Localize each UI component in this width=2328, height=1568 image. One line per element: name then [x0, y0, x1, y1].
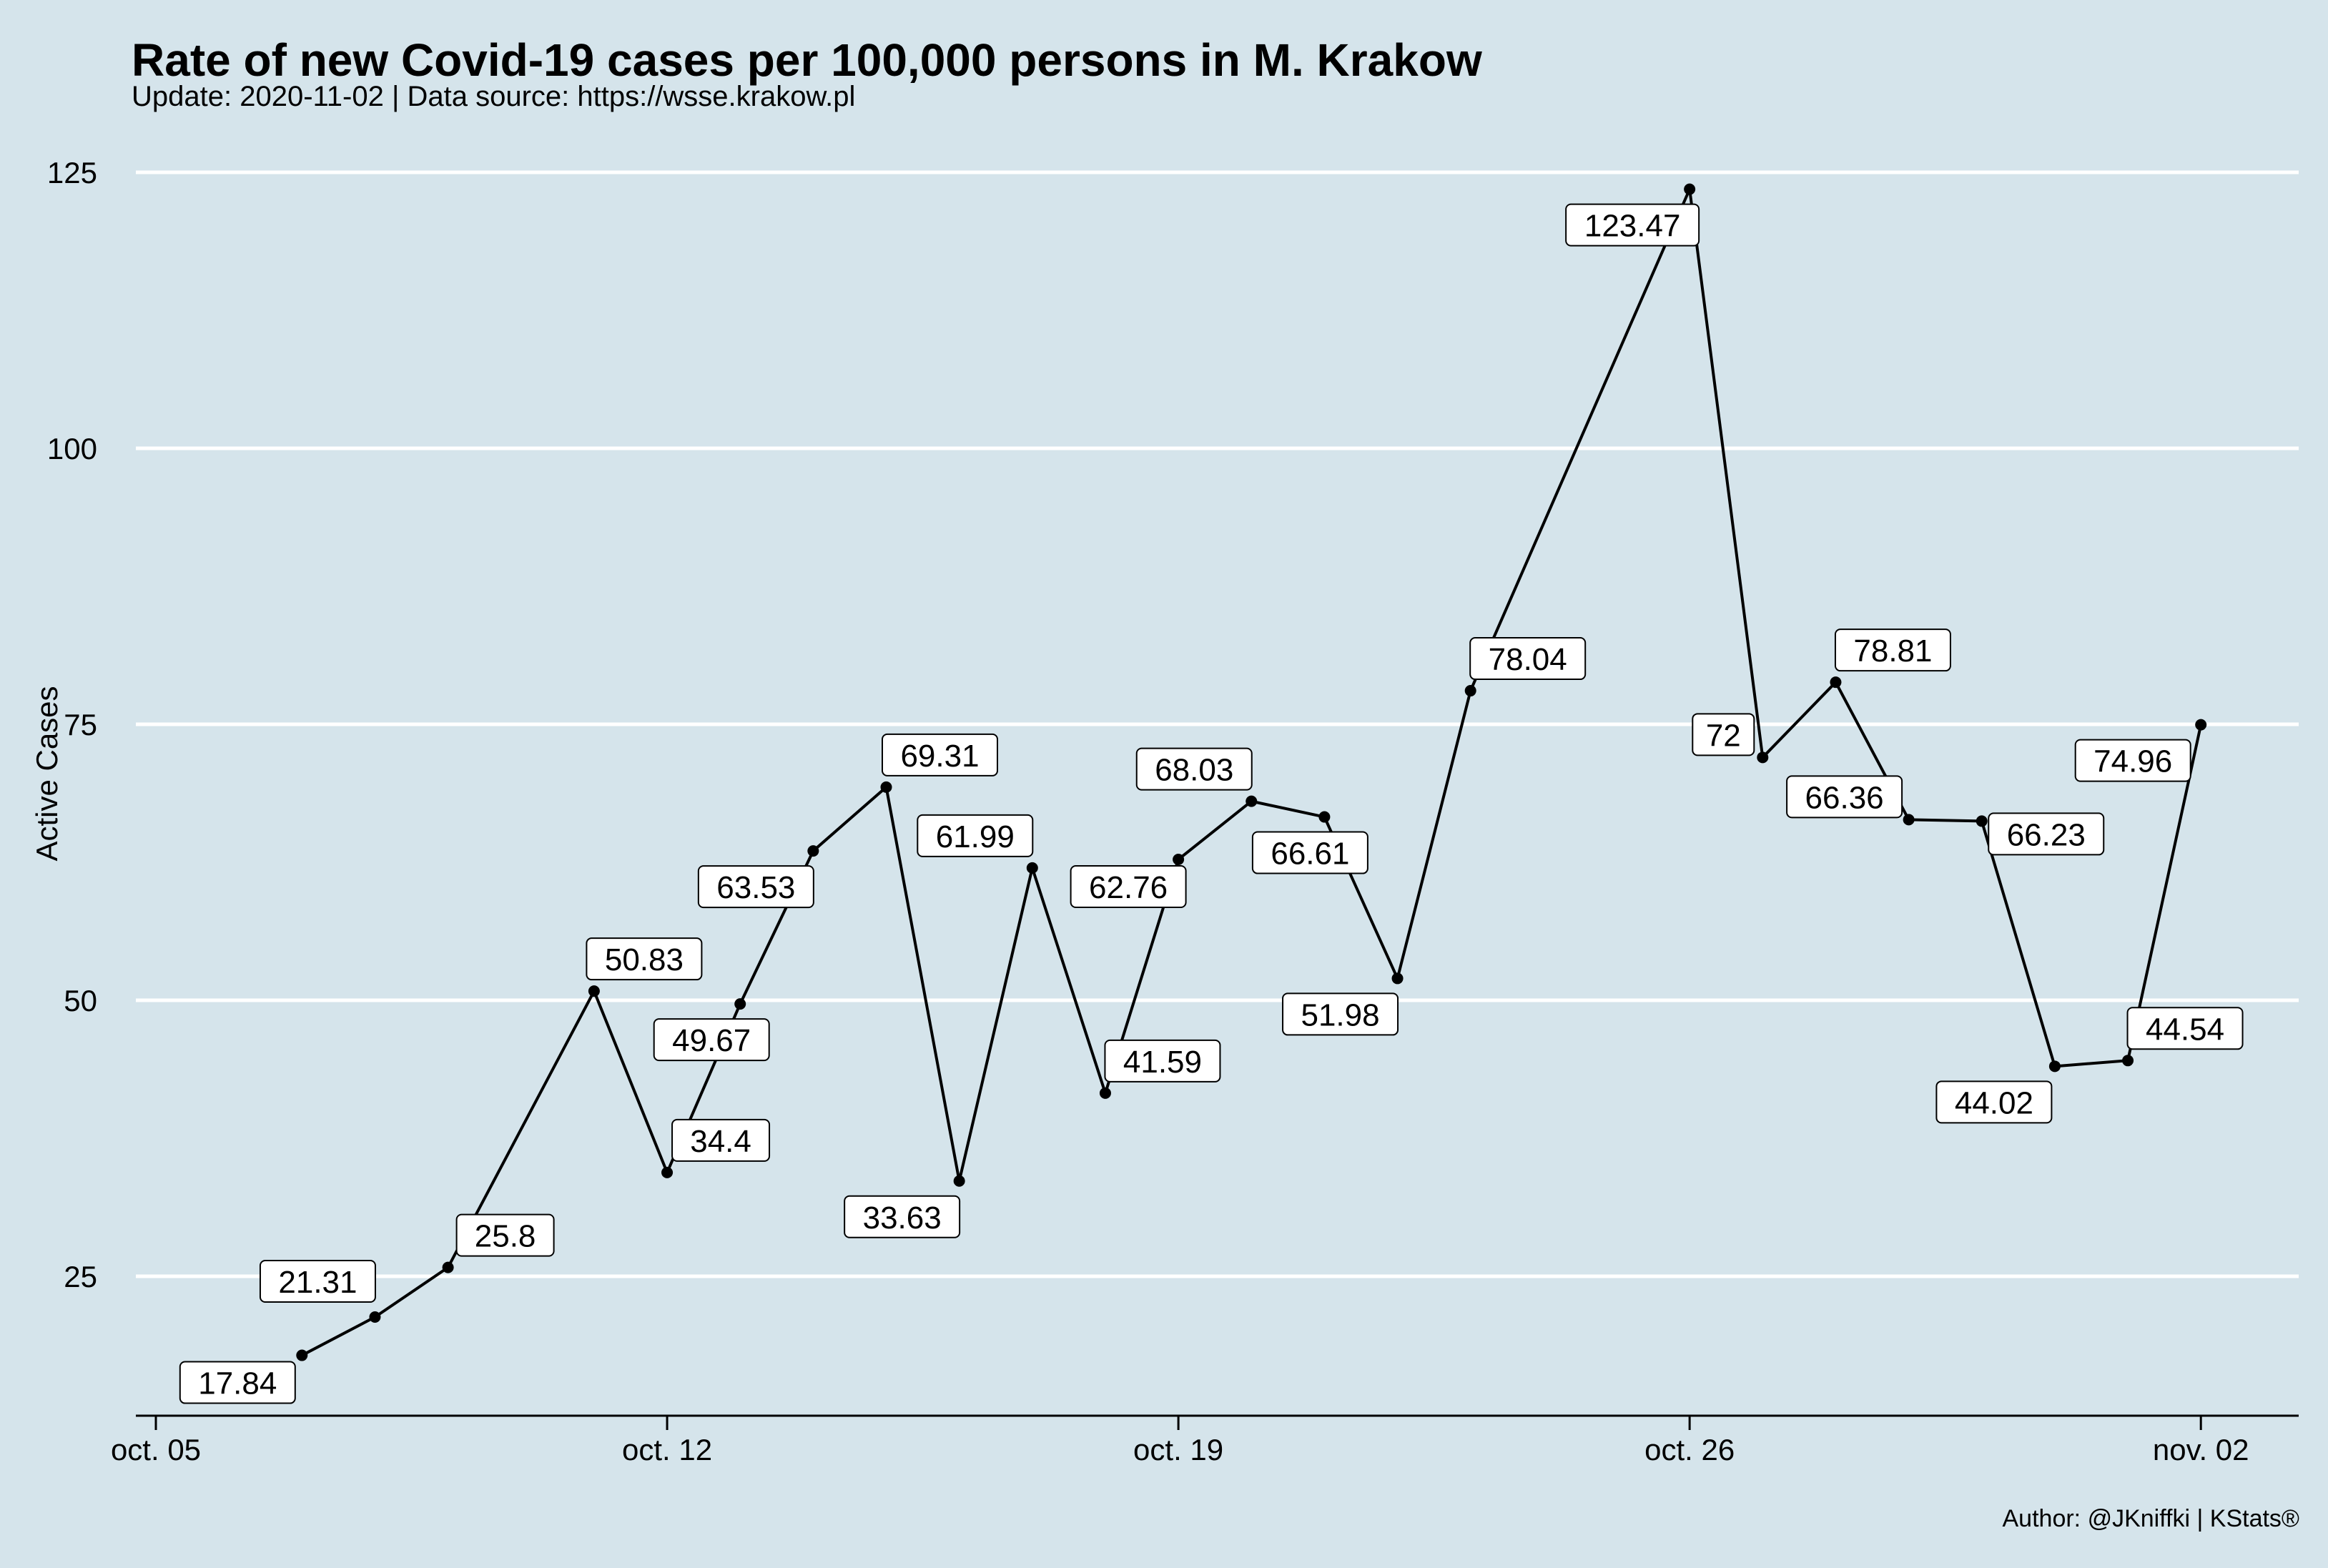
- y-tick-label: 50: [64, 984, 97, 1017]
- data-label-box: [455, 1213, 555, 1257]
- y-tick-label: 25: [64, 1260, 97, 1293]
- data-label-box: [882, 733, 998, 776]
- data-label: 74.96: [2093, 744, 2172, 779]
- data-point: [1830, 676, 1842, 689]
- data-label-box: [1070, 864, 1187, 908]
- data-label-box: [1135, 747, 1253, 791]
- data-point: [1173, 853, 1185, 865]
- data-label: 78.81: [1853, 633, 1932, 669]
- data-label-box: [586, 937, 703, 981]
- data-point: [1684, 183, 1696, 195]
- data-point: [2048, 1060, 2061, 1073]
- data-label-box: [2074, 739, 2191, 782]
- data-label-box: [1786, 775, 1903, 819]
- x-tick-label: oct. 26: [1644, 1433, 1735, 1466]
- data-label: 72: [1706, 718, 1741, 753]
- data-label: 66.36: [1805, 780, 1884, 815]
- y-tick-label: 75: [64, 708, 97, 741]
- data-label-box: [1834, 628, 1951, 672]
- data-label: 41.59: [1123, 1045, 1202, 1080]
- data-label: 44.02: [1955, 1085, 2033, 1120]
- x-tick-label: oct. 05: [111, 1433, 201, 1466]
- data-label: 21.31: [278, 1265, 357, 1300]
- y-tick-label: 100: [47, 432, 97, 465]
- y-tick-label: 125: [47, 156, 97, 189]
- data-point: [1903, 814, 1915, 826]
- data-label: 25.8: [475, 1219, 536, 1254]
- data-label-box: [697, 865, 814, 909]
- data-point: [953, 1175, 965, 1187]
- data-label-box: [1935, 1080, 2053, 1124]
- data-point: [734, 998, 746, 1010]
- data-label-box: [1469, 637, 1587, 681]
- data-label-box: [1988, 812, 2105, 856]
- y-axis-title: Active Cases: [30, 686, 64, 861]
- data-label: 78.04: [1489, 642, 1567, 677]
- data-label-box: [844, 1195, 961, 1238]
- data-label: 63.53: [716, 870, 795, 905]
- x-tick-label: oct. 12: [622, 1433, 712, 1466]
- data-label-box: [1282, 992, 1399, 1036]
- data-point: [1391, 972, 1404, 985]
- data-label-box: [917, 814, 1034, 857]
- data-point: [880, 781, 892, 793]
- data-label: 66.61: [1271, 837, 1349, 872]
- data-label: 49.67: [672, 1023, 751, 1058]
- data-label-box: [1565, 203, 1700, 247]
- data-point: [369, 1311, 381, 1323]
- data-point: [588, 985, 600, 997]
- data-label: 69.31: [900, 739, 979, 774]
- chart-title: Rate of new Covid-19 cases per 100,000 p…: [132, 34, 1482, 86]
- data-point: [1976, 815, 1988, 827]
- data-label-box: [653, 1018, 770, 1062]
- data-label: 123.47: [1584, 209, 1681, 244]
- x-tick-label: nov. 02: [2153, 1433, 2249, 1466]
- data-point: [2195, 719, 2207, 731]
- data-label: 34.4: [690, 1124, 751, 1159]
- data-point: [2122, 1055, 2134, 1067]
- x-tick-label: oct. 19: [1133, 1433, 1223, 1466]
- data-point: [1246, 795, 1258, 807]
- data-label: 62.76: [1089, 870, 1168, 905]
- data-label: 68.03: [1155, 753, 1233, 788]
- data-label: 51.98: [1301, 997, 1379, 1032]
- data-label: 44.54: [2146, 1012, 2224, 1047]
- data-point: [296, 1349, 308, 1361]
- chart-subtitle: Update: 2020-11-02 | Data source: https:…: [132, 81, 856, 112]
- data-point: [1757, 751, 1769, 764]
- data-point: [1464, 685, 1476, 697]
- data-label-box: [1251, 831, 1368, 874]
- data-point: [1318, 811, 1331, 823]
- data-label: 17.84: [198, 1366, 277, 1401]
- data-label: 66.23: [2007, 817, 2086, 852]
- data-label: 50.83: [605, 942, 684, 977]
- data-point: [1099, 1087, 1111, 1099]
- data-point: [442, 1261, 454, 1273]
- data-label-box: [259, 1259, 376, 1303]
- data-label-box: [671, 1118, 771, 1162]
- data-label-box: [179, 1361, 296, 1404]
- data-point: [807, 845, 819, 857]
- data-label-box: [1692, 713, 1755, 756]
- series-line: [301, 187, 2203, 1357]
- data-label-box: [2126, 1007, 2244, 1050]
- data-label-box: [1104, 1039, 1221, 1083]
- data-label: 61.99: [936, 819, 1015, 854]
- data-point: [661, 1166, 674, 1178]
- data-point: [1026, 862, 1038, 874]
- chart-caption: Author: @JKniffki | KStats®: [2002, 1505, 2300, 1532]
- data-label: 33.63: [863, 1200, 942, 1236]
